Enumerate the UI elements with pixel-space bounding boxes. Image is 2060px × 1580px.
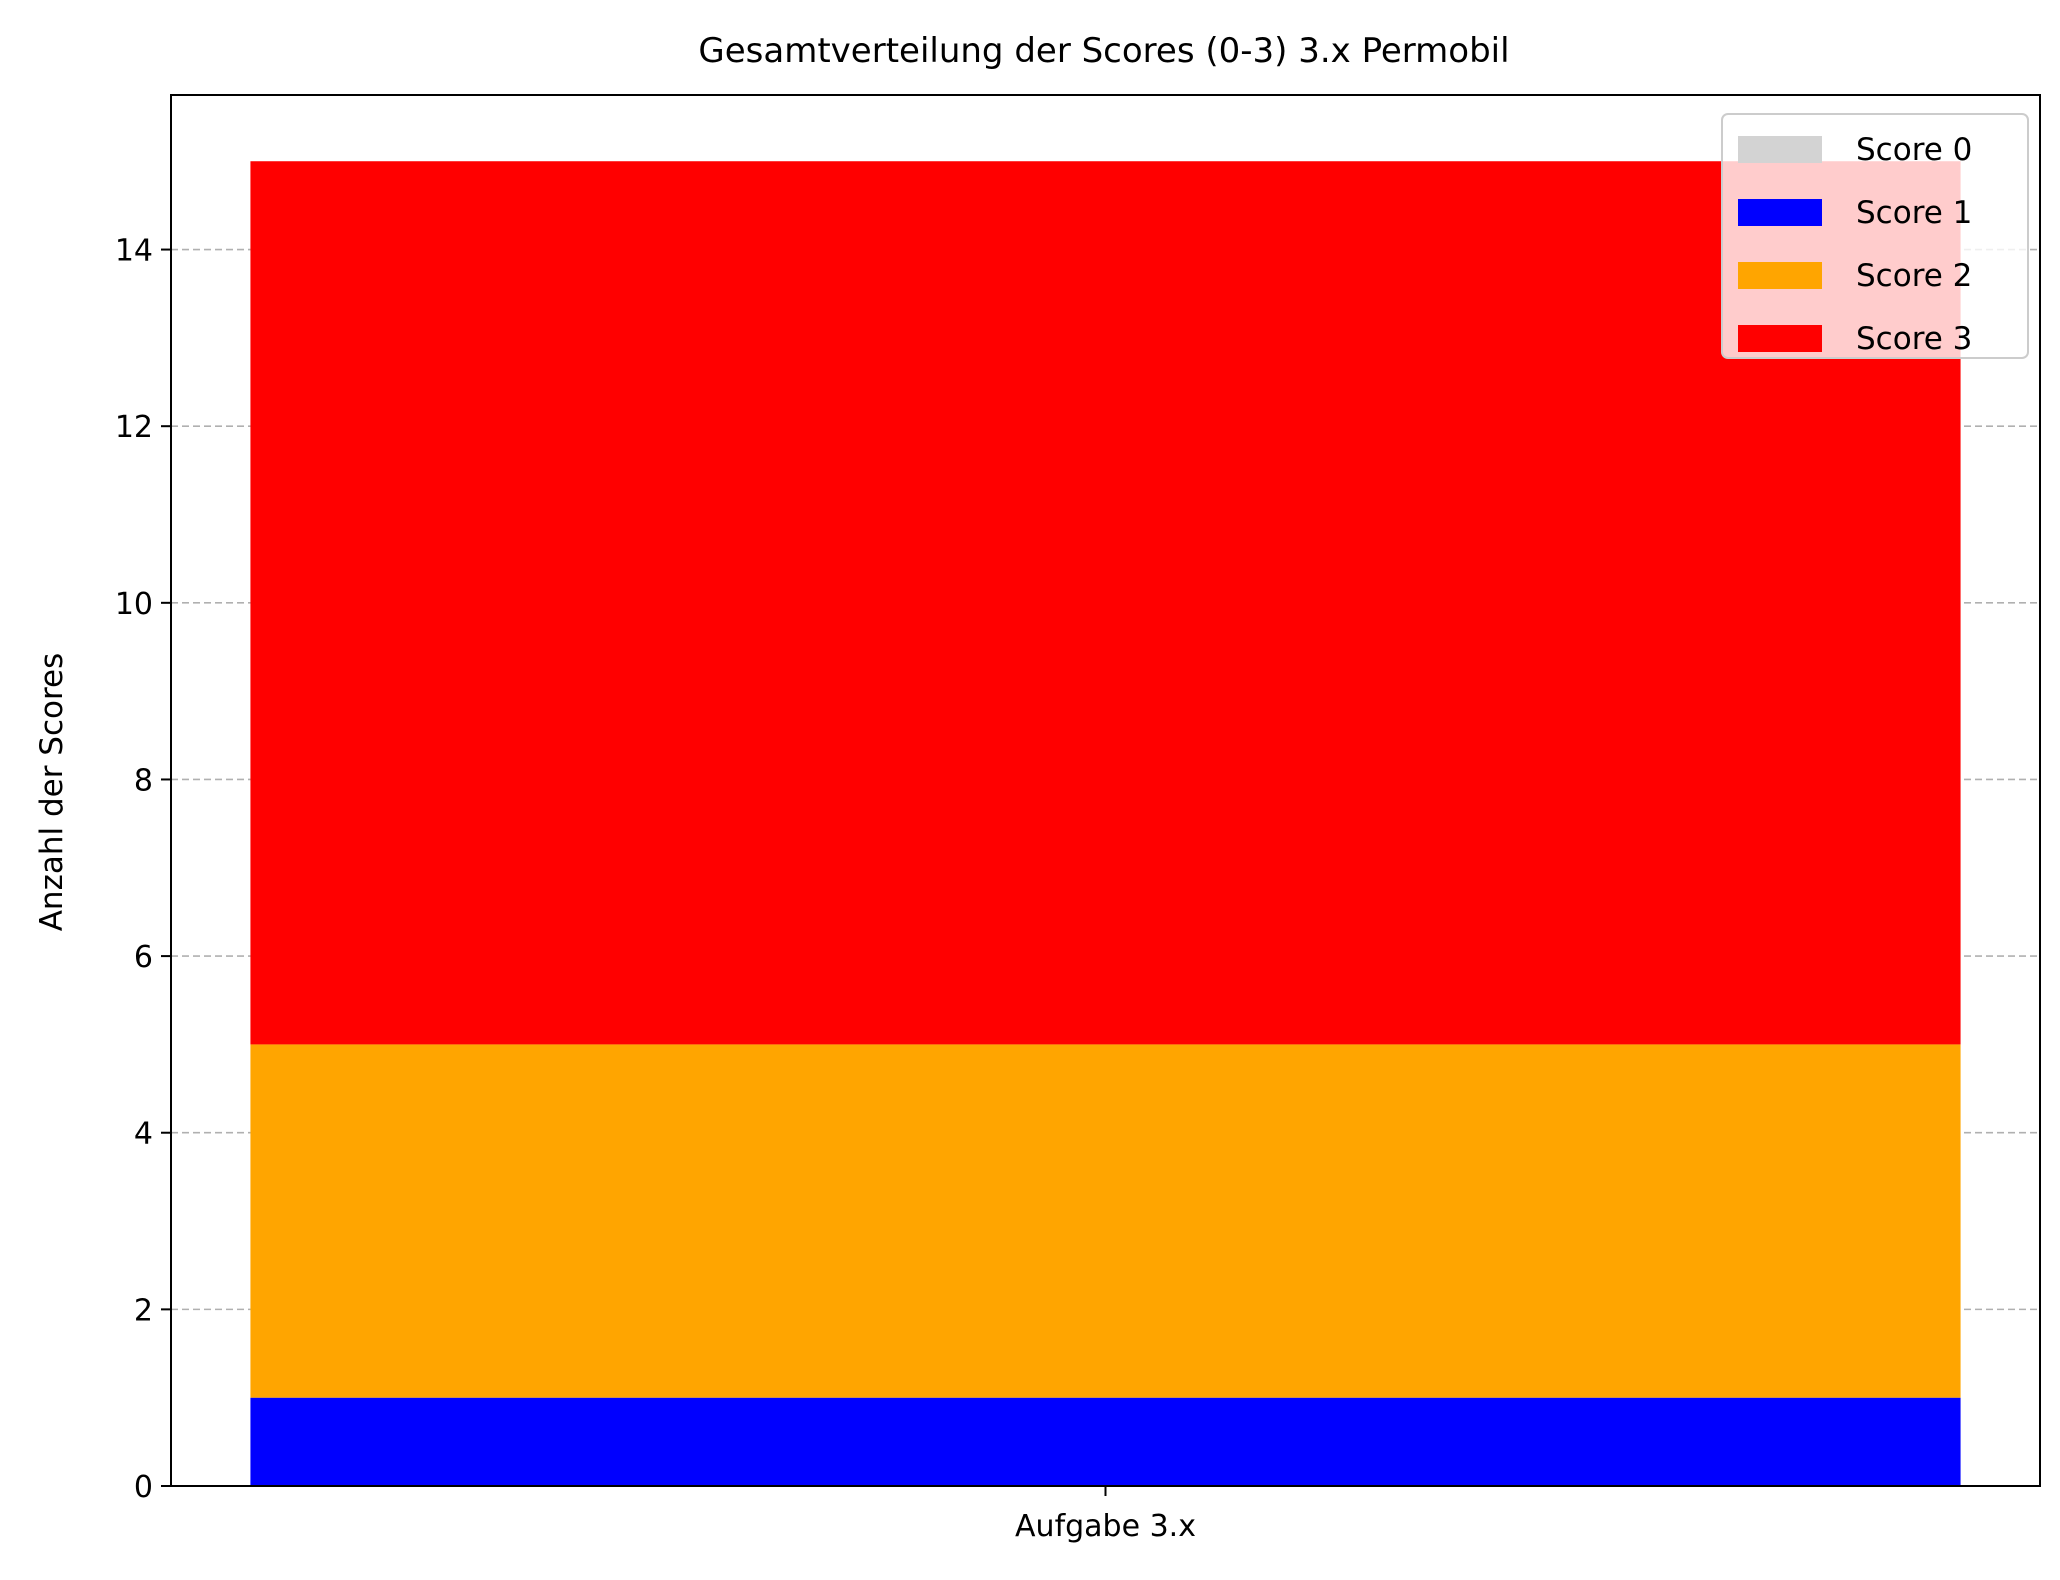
bar-segment-score-2 <box>250 1044 1961 1398</box>
y-tick-label: 12 <box>115 410 153 445</box>
legend-swatch-score-0 <box>1738 136 1822 163</box>
y-tick-label: 6 <box>134 940 153 975</box>
legend-swatch-score-1 <box>1738 199 1822 226</box>
x-tick-label: Aufgabe 3.x <box>1015 1509 1196 1544</box>
axes: 0 2 4 6 8 10 12 14 Aufgabe 3.x <box>115 94 2041 1544</box>
legend: Score 0 Score 1 Score 2 Score 3 <box>1721 113 2029 359</box>
y-tick-label: 14 <box>115 234 153 269</box>
bar-segment-score-3 <box>250 161 1961 1045</box>
legend-swatch-score-2 <box>1738 262 1822 289</box>
y-tick-label: 4 <box>134 1117 153 1152</box>
y-tick-label: 10 <box>115 587 153 622</box>
bar-segment-score-1 <box>250 1397 1961 1486</box>
legend-swatch-score-3 <box>1738 325 1822 352</box>
legend-label-score-0: Score 0 <box>1856 132 1972 168</box>
legend-box <box>1721 113 2029 359</box>
y-tick-label: 8 <box>134 763 153 798</box>
legend-label-score-3: Score 3 <box>1856 321 1972 357</box>
legend-label-score-1: Score 1 <box>1856 195 1972 231</box>
bars <box>250 161 1961 1486</box>
chart-title: Gesamtverteilung der Scores (0-3) 3.x Pe… <box>698 31 1509 71</box>
y-tick-label: 2 <box>134 1293 153 1328</box>
y-axis-label: Anzahl der Scores <box>34 653 70 932</box>
legend-label-score-2: Score 2 <box>1856 258 1972 294</box>
y-tick-label: 0 <box>134 1470 153 1505</box>
